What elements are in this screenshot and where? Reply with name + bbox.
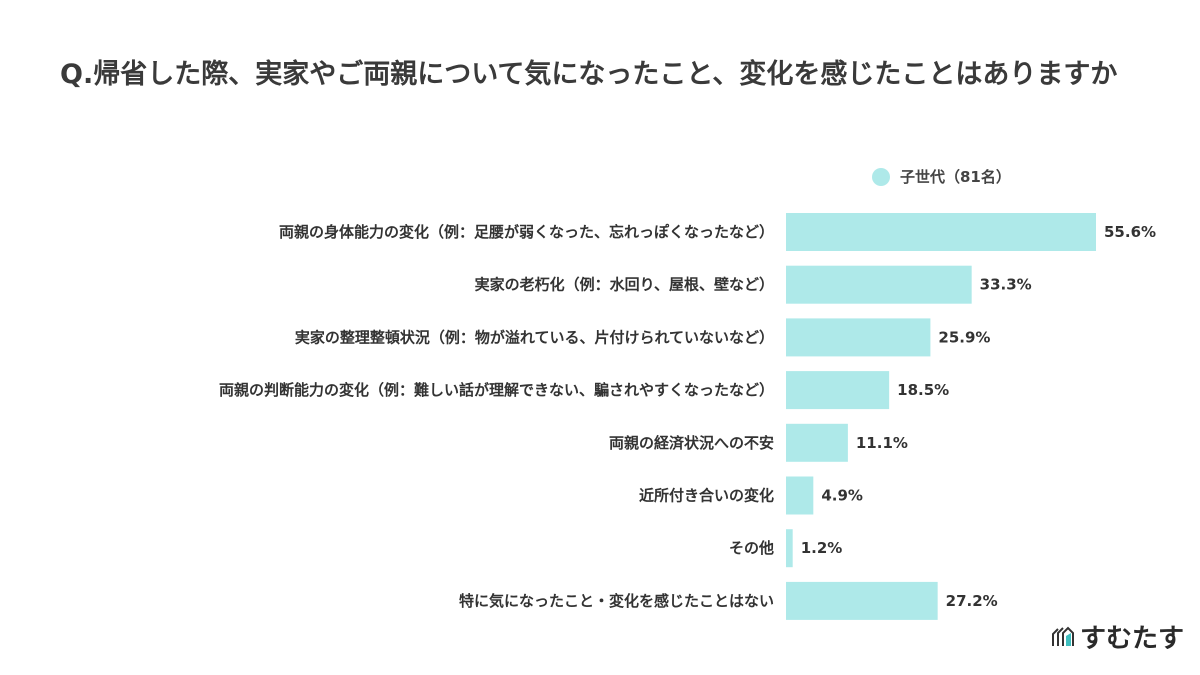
- bar: [786, 213, 1096, 251]
- value-label: 11.1%: [856, 434, 908, 452]
- legend-swatch: [872, 167, 890, 186]
- logo-text: すむたす: [1080, 624, 1185, 654]
- category-label: 特に気になったこと・変化を感じたことはない: [459, 592, 774, 610]
- category-label: 両親の経済状況への不安: [609, 434, 774, 452]
- category-label: その他: [729, 539, 774, 557]
- value-label: 4.9%: [821, 487, 863, 505]
- house-logo-icon: [1052, 626, 1074, 646]
- value-label: 25.9%: [938, 328, 990, 346]
- bar: [786, 423, 848, 462]
- category-label: 近所付き合いの変化: [639, 487, 774, 505]
- value-label: 55.6%: [1104, 223, 1156, 241]
- category-label: 両親の身体能力の変化（例：足腰が弱くなった、忘れっぽくなったなど）: [279, 223, 774, 241]
- bar: [786, 581, 938, 620]
- legend: 子世代（81名）: [872, 166, 1011, 187]
- value-label: 33.3%: [980, 276, 1032, 294]
- legend-label: 子世代（81名）: [900, 168, 1011, 186]
- value-label: 1.2%: [801, 539, 843, 557]
- chart-title: Q.帰省した際、実家やご両親について気になったこと、変化を感じたことはありますか: [60, 59, 1118, 90]
- value-label: 18.5%: [897, 381, 949, 399]
- bar: [786, 265, 972, 304]
- category-label: 実家の老朽化（例：水回り、屋根、壁など）: [475, 276, 774, 294]
- bar: [786, 476, 814, 515]
- value-label: 27.2%: [946, 592, 998, 610]
- bar: [786, 318, 931, 357]
- brand-logo: すむたす: [1050, 618, 1184, 655]
- bar: [786, 529, 793, 568]
- category-label: 実家の整理整頓状況（例：物が溢れている、片付けられていないなど）: [295, 328, 774, 346]
- category-label: 両親の判断能力の変化（例：難しい話が理解できない、騙されやすくなったなど）: [219, 381, 774, 399]
- bar: [786, 371, 890, 410]
